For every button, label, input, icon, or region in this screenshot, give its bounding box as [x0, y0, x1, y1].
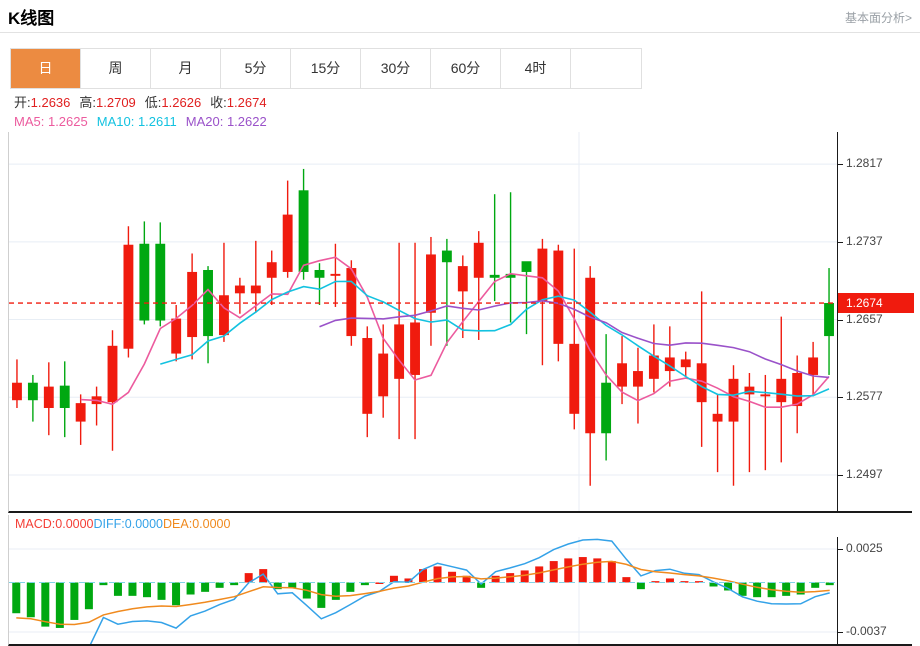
tab-3[interactable]: 5分: [221, 49, 291, 88]
diff-value: 0.0000: [124, 517, 163, 531]
ma5-label: MA5:: [14, 114, 45, 129]
low-value: 1.2626: [161, 95, 202, 110]
ma20-label: MA20:: [185, 114, 224, 129]
open-value: 1.2636: [30, 95, 71, 110]
macd-value: 0.0000: [55, 517, 94, 531]
price-axis: 1.2817 1.2737 1.2657 1.2577 1.2497 1.2674: [837, 132, 914, 511]
tab-6[interactable]: 60分: [431, 49, 501, 88]
ma20-value: 1.2622: [226, 114, 267, 129]
high-label: 高:: [79, 95, 97, 110]
macd-axis: 0.0025 -0.0037: [837, 537, 913, 644]
tab-4[interactable]: 15分: [291, 49, 361, 88]
tab-5[interactable]: 30分: [361, 49, 431, 88]
close-label: 收:: [210, 95, 227, 110]
macd-svg: [9, 537, 837, 644]
tab-1[interactable]: 周: [81, 49, 151, 88]
current-price-badge: 1.2674: [838, 293, 914, 314]
ma10-label: MA10:: [96, 114, 135, 129]
tab-0[interactable]: 日: [11, 49, 81, 88]
macd-panel[interactable]: MACD:0.0000DIFF:0.0000DEA:0.0000 0.0025-…: [8, 515, 912, 646]
candlestick-svg: [9, 132, 837, 511]
dea-value: 0.0000: [192, 517, 231, 531]
header-divider: [0, 32, 920, 33]
ma-line: MA5: 1.2625 MA10: 1.2611 MA20: 1.2622: [14, 112, 267, 131]
macd-label: MACD:: [15, 517, 56, 531]
close-value: 1.2674: [226, 95, 267, 110]
fundamental-analysis-link[interactable]: 基本面分析>: [844, 11, 912, 25]
tabbar-empty-slot: [571, 49, 641, 88]
page-title: K线图: [8, 9, 55, 28]
diff-label: DIFF:: [93, 517, 125, 531]
dea-label: DEA:: [163, 517, 193, 531]
candlestick-plot[interactable]: [9, 132, 837, 511]
high-value: 1.2709: [96, 95, 136, 110]
macd-plot[interactable]: [9, 537, 837, 644]
ohlc-line: 开:1.2636 高:1.2709 低:1.2626 收:1.2674: [14, 93, 267, 112]
ma5-value: 1.2625: [47, 114, 88, 129]
tab-2[interactable]: 月: [151, 49, 221, 88]
macd-legend: MACD:0.0000DIFF:0.0000DEA:0.0000: [15, 517, 230, 531]
timeframe-tabbar[interactable]: 日周月 5分 15分 30分 60分 4时: [10, 48, 642, 89]
open-label: 开:: [14, 95, 31, 110]
low-label: 低:: [144, 95, 162, 110]
price-chart-panel[interactable]: 1.2817 1.2737 1.2657 1.2577 1.2497 1.2674: [8, 132, 914, 513]
page-header: K线图 基本面分析>: [0, 0, 920, 33]
ma10-value: 1.2611: [137, 114, 177, 129]
tab-7[interactable]: 4时: [501, 49, 571, 88]
quote-legend: 开:1.2636 高:1.2709 低:1.2626 收:1.2674 MA5: 1.…: [14, 93, 267, 131]
